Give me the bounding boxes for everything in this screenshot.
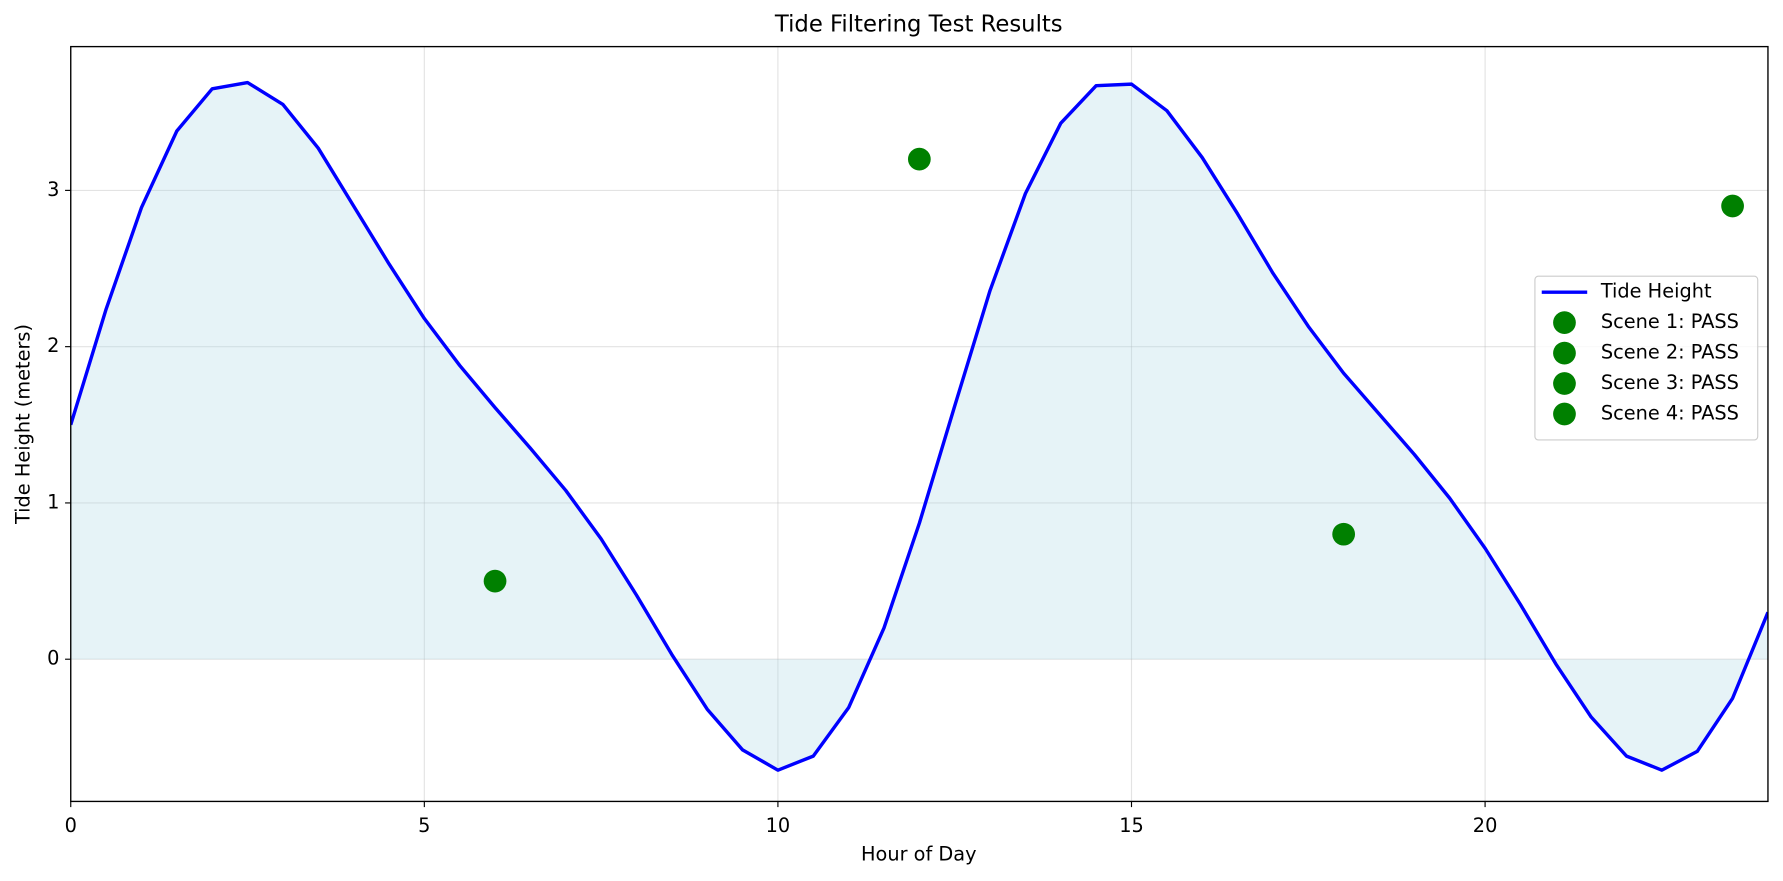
y-tick-label: 2 <box>47 334 59 357</box>
scene-point <box>907 147 931 171</box>
x-tick-label: 15 <box>1119 814 1144 837</box>
legend-label: Scene 2: PASS <box>1601 341 1739 364</box>
scene-point <box>1721 194 1744 218</box>
x-tick-label: 20 <box>1473 814 1498 837</box>
legend-label: Scene 1: PASS <box>1601 310 1739 333</box>
y-axis-label: Tide Height (meters) <box>12 324 35 525</box>
x-axis-label: Hour of Day <box>861 842 977 865</box>
y-tick-label: 1 <box>47 490 59 513</box>
tide-line <box>70 80 1768 772</box>
legend-box <box>1534 275 1759 441</box>
legend-label: Scene 4: PASS <box>1601 402 1739 425</box>
legend-marker <box>1553 372 1576 395</box>
y-tick-label: 0 <box>47 647 59 670</box>
x-tick-label: 10 <box>766 814 791 837</box>
chart-title: Tide Filtering Test Results <box>774 12 1063 38</box>
legend-label: Tide Height <box>1600 280 1712 303</box>
scene-point <box>483 569 507 593</box>
tide-fill <box>70 82 1768 771</box>
scene-point <box>1332 522 1356 546</box>
y-tick-label: 3 <box>47 178 59 201</box>
legend-marker <box>1553 402 1576 426</box>
legend-marker <box>1553 311 1576 334</box>
plot-frame <box>70 45 1769 803</box>
x-tick-label: 5 <box>418 814 430 837</box>
plot-area <box>70 80 1768 772</box>
legend-marker <box>1553 341 1576 365</box>
legend-label: Scene 3: PASS <box>1601 371 1739 394</box>
x-tick-label: 0 <box>65 814 77 837</box>
